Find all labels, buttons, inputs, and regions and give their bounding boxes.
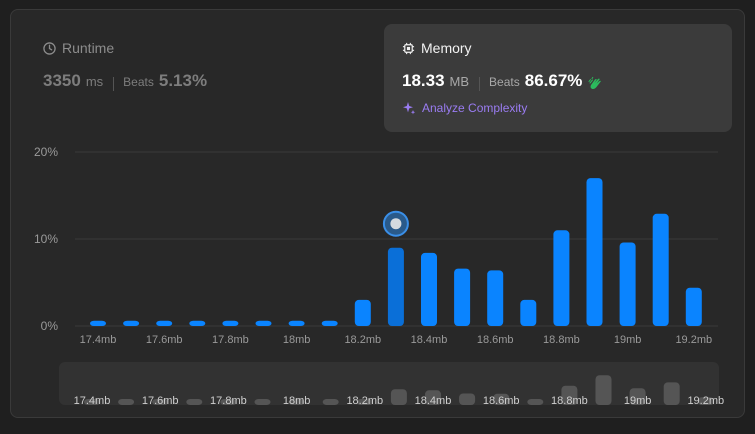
y-tick-label: 10%: [34, 232, 58, 246]
submission-stats-panel: Runtime 3350 ms Beats 5.13% Memory 18.33…: [10, 9, 745, 418]
chart-bar[interactable]: [421, 252, 437, 326]
overview-bar: [425, 390, 441, 405]
runtime-beats-label: Beats: [123, 75, 154, 89]
memory-unit: MB: [449, 74, 470, 89]
overview-bar: [595, 375, 612, 405]
overview-bar: [152, 399, 169, 405]
divider: [113, 77, 115, 91]
chart-bar[interactable]: [156, 320, 173, 326]
overview-bar: [663, 382, 680, 405]
memory-beats-value: 86.67%: [524, 71, 583, 90]
x-tick-label: 17.4mb: [80, 334, 117, 346]
chart-bar[interactable]: [90, 320, 106, 326]
divider: [479, 77, 481, 91]
analyze-complexity-label: Analyze Complexity: [422, 101, 528, 115]
x-tick-label: 18.8mb: [543, 334, 580, 346]
overview-tick-label: 18.8mb: [551, 395, 588, 407]
overview-tick-label: 18.2mb: [346, 395, 383, 407]
x-tick-label: 17.8mb: [212, 334, 249, 346]
memory-value: 18.33: [402, 71, 445, 90]
runtime-title: Runtime: [62, 40, 115, 56]
runtime-unit: ms: [85, 74, 104, 89]
overview-strip[interactable]: [59, 362, 719, 405]
overview-bar: [356, 399, 373, 405]
overview-tick-label: 17.4mb: [74, 395, 111, 407]
runtime-beats-value: 5.13%: [158, 71, 208, 90]
chart-bar[interactable]: [652, 213, 669, 326]
clock-icon: [43, 41, 56, 55]
chart-bar[interactable]: [288, 320, 305, 326]
chart-bar[interactable]: [619, 242, 636, 326]
runtime-card[interactable]: Runtime 3350 ms Beats 5.13%: [27, 24, 357, 132]
overview-tick-label: 18.4mb: [415, 395, 452, 407]
runtime-value: 3350: [43, 71, 81, 90]
overview-bar: [493, 393, 510, 405]
overview-bar: [288, 399, 305, 405]
chart-bar-selected[interactable]: [387, 247, 404, 326]
memory-header: Memory: [402, 38, 732, 58]
overview-tick-label: 17.6mb: [142, 395, 179, 407]
x-tick-label: 18.4mb: [411, 334, 448, 346]
memory-title: Memory: [421, 40, 472, 56]
x-tick-label: 17.6mb: [146, 334, 183, 346]
analyze-complexity-link[interactable]: Analyze Complexity: [402, 101, 732, 115]
y-tick-label: 0%: [41, 319, 59, 333]
overview-tick-label: 17.8mb: [210, 395, 247, 407]
memory-values: 18.33 MB Beats 86.67%: [402, 71, 732, 97]
chart-bar[interactable]: [454, 268, 471, 326]
chart-bar[interactable]: [354, 299, 371, 326]
sparkle-icon: [403, 102, 416, 115]
chart-bar[interactable]: [685, 287, 702, 326]
overview-bar: [254, 399, 271, 405]
overview-tick-label: 18mb: [283, 395, 311, 407]
chart-bar[interactable]: [255, 320, 272, 326]
user-marker-glow: [390, 218, 402, 230]
chart-bar[interactable]: [520, 299, 537, 326]
overview-bar: [459, 393, 476, 405]
overview-tick-label: 19mb: [624, 395, 652, 407]
chart-bar[interactable]: [123, 320, 140, 326]
runtime-values: 3350 ms Beats 5.13%: [43, 71, 357, 97]
overview-tick-label: 18.6mb: [483, 395, 520, 407]
overview-bar: [186, 399, 203, 405]
overview-bar: [84, 399, 100, 405]
chart-bar[interactable]: [487, 270, 504, 326]
overview-bar: [697, 397, 714, 405]
chart-bar[interactable]: [321, 320, 338, 326]
chart-bar[interactable]: [586, 178, 603, 326]
x-tick-label: 18.6mb: [477, 334, 514, 346]
clapping-hands-icon: [588, 76, 602, 90]
runtime-header: Runtime: [43, 38, 357, 58]
memory-beats-label: Beats: [489, 75, 520, 89]
overview-tick-label: 19.2mb: [687, 395, 724, 407]
overview-bar: [322, 399, 339, 405]
memory-card[interactable]: Memory 18.33 MB Beats 86.67% Analyze Com…: [384, 24, 732, 132]
x-tick-label: 18.2mb: [344, 334, 381, 346]
overview-bar: [118, 399, 135, 405]
x-tick-label: 19mb: [614, 334, 642, 346]
overview-bar: [561, 385, 578, 405]
y-tick-label: 20%: [34, 145, 58, 159]
chart-bar[interactable]: [553, 230, 570, 326]
chart-bar[interactable]: [222, 320, 239, 326]
x-tick-label: 19.2mb: [675, 334, 712, 346]
chart-bar[interactable]: [189, 320, 206, 326]
overview-bar: [390, 389, 407, 405]
overview-bar: [220, 399, 237, 405]
overview-bar: [629, 388, 646, 405]
chip-icon: [402, 42, 415, 54]
overview-bar: [527, 399, 544, 405]
x-tick-label: 18mb: [283, 334, 311, 346]
